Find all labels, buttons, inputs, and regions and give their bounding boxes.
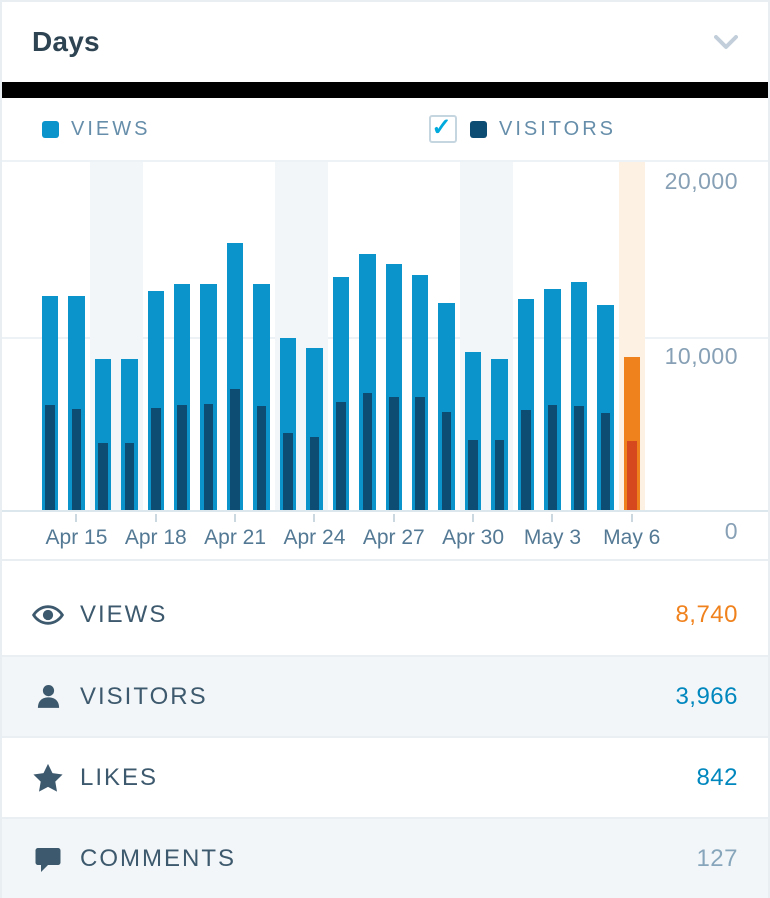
row-label: VIEWS [80,600,168,628]
visitors-value: 3,966 [675,682,738,710]
visitors-color-swatch [470,120,487,138]
visitors-bar[interactable] [362,392,373,510]
y-axis-label: 20,000 [664,168,738,194]
row-label: LIKES [80,763,159,791]
visitors-bar[interactable] [574,405,584,510]
visitors-bar[interactable] [627,440,637,510]
person-icon [32,683,64,710]
chevron-down-icon[interactable] [714,34,738,50]
period-selector[interactable]: Days [2,2,768,82]
visitors-bar[interactable] [256,405,267,510]
visitors-bar[interactable] [441,412,452,510]
x-axis-tick [75,514,78,522]
summary-row-comments[interactable]: COMMENTS 127 [2,817,768,898]
visitors-bar[interactable] [230,389,240,510]
x-axis-label: Apr 21 [204,526,267,549]
row-label: VISITORS [80,682,208,710]
x-axis-label: Apr 27 [362,526,425,549]
visitors-bar[interactable] [124,442,135,510]
summary-row-views[interactable]: VIEWS 8,740 [2,574,768,655]
visitors-bar[interactable] [415,397,425,510]
visitors-checkbox[interactable]: ✓ [429,115,457,143]
x-axis-tick [472,514,475,522]
visitors-bar[interactable] [98,442,108,510]
visitors-bar[interactable] [71,409,82,510]
separator-bar [2,82,768,98]
visitors-bar[interactable] [547,405,558,510]
x-axis-label: Apr 18 [124,526,187,549]
views-color-swatch [42,120,59,138]
x-axis-tick [234,514,237,522]
visitors-bar[interactable] [177,405,187,510]
x-axis-label: Apr 30 [442,526,505,549]
comment-icon [32,845,64,873]
summary-list: VIEWS 8,740 VISITORS 3,966 LIKES 842 [2,561,768,898]
visitors-bar[interactable] [336,401,346,510]
x-axis-tick [551,514,554,522]
x-axis-label: May 3 [523,526,582,549]
gridline-10000 [2,337,768,339]
views-value: 8,740 [675,600,738,628]
eye-icon [32,604,64,626]
legend-visitors-label: VISITORS [499,117,616,140]
likes-value: 842 [696,763,738,791]
visitors-bar[interactable] [283,433,293,510]
legend-item-visitors[interactable]: ✓ VISITORS [429,98,616,160]
y-axis-label: 10,000 [664,343,738,369]
row-label: COMMENTS [80,844,236,872]
chart-plot-area [2,162,768,512]
visitors-bar[interactable] [151,407,161,510]
visitors-bar[interactable] [494,440,505,510]
checkmark-icon: ✓ [431,114,455,141]
legend-views-label: VIEWS [71,117,151,140]
y-axis-label: 0 [724,518,738,544]
visitors-bar[interactable] [45,405,55,510]
x-axis-tick [154,514,157,522]
comments-value: 127 [696,844,738,872]
page-title: Days [32,26,100,57]
visitors-bar[interactable] [468,440,478,510]
bar-chart: Apr 15 Apr 18 Apr 21 Apr 24 Apr 27 Apr 30 May … [2,162,768,561]
chart-legend: VIEWS ✓ VISITORS [2,98,768,162]
visitors-bar[interactable] [203,404,214,510]
visitors-bar[interactable] [309,437,320,510]
summary-row-visitors[interactable]: VISITORS 3,966 [2,655,768,736]
visitors-bar[interactable] [600,412,611,510]
visitors-bar[interactable] [521,410,531,510]
legend-item-views: VIEWS [42,98,150,160]
list-top-spacer [2,561,768,574]
x-axis-tick [630,514,633,522]
x-axis-label: Apr 15 [45,526,108,549]
x-axis-label: Apr 24 [283,526,346,549]
summary-row-likes[interactable]: LIKES 842 [2,736,768,817]
visitors-bar[interactable] [389,397,399,510]
x-axis-tick [392,514,395,522]
star-icon [32,763,64,792]
x-axis-tick [313,514,316,522]
x-axis-label: May 6 [603,526,661,549]
